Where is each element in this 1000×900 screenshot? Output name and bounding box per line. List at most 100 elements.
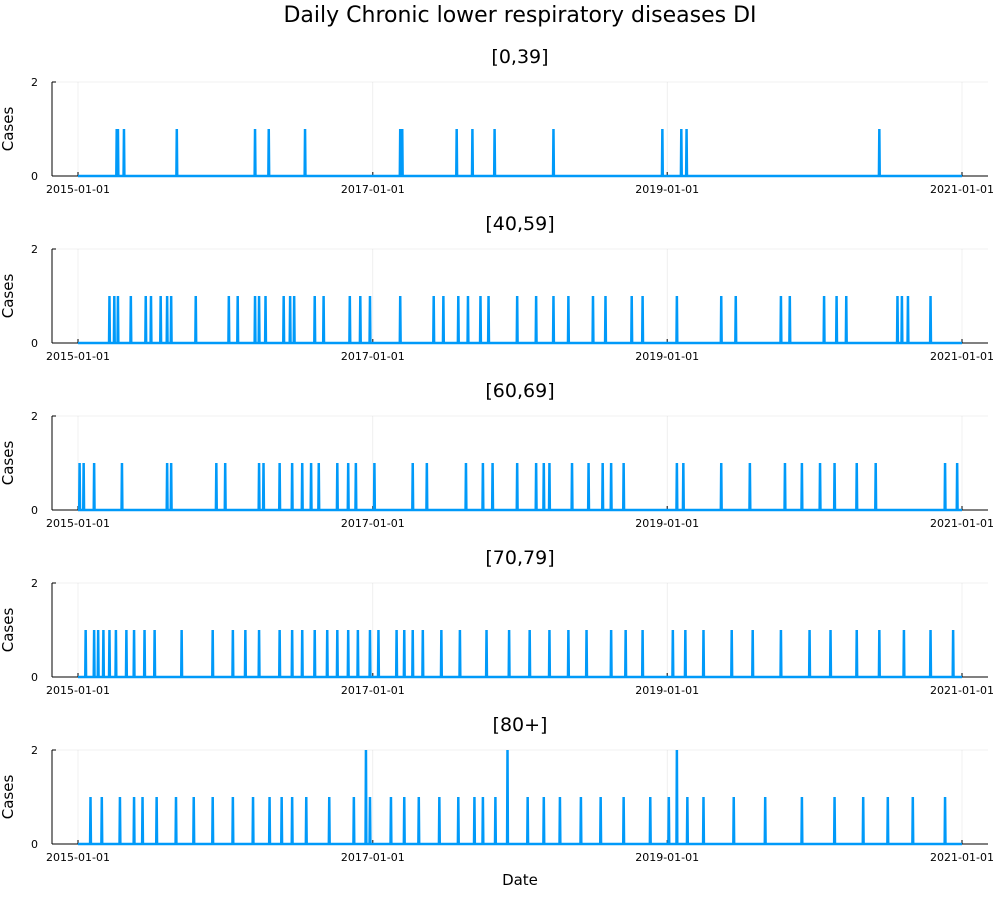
series-spike	[551, 128, 556, 177]
series-spike	[116, 128, 120, 177]
x-tick-label: 2015-01-01	[46, 684, 110, 697]
x-tick-label: 2021-01-01	[930, 350, 994, 363]
series-spike	[667, 796, 671, 845]
series-spike	[701, 796, 706, 845]
series-spike	[455, 128, 459, 177]
series-spike	[683, 629, 687, 678]
series-spike	[943, 796, 947, 845]
x-tick-label: 2021-01-01	[930, 684, 994, 697]
y-tick-label: 0	[31, 838, 38, 851]
series-spike	[684, 128, 689, 177]
series-spike	[313, 295, 317, 344]
series-spike	[481, 796, 485, 845]
y-axis-label: Cases	[0, 775, 17, 820]
series-spike	[566, 629, 571, 678]
series-spike	[368, 295, 372, 344]
series-spike	[267, 128, 271, 177]
panel-title: [70,79]	[485, 547, 554, 569]
x-tick-label: 2021-01-01	[930, 183, 994, 196]
series-spike	[402, 796, 406, 845]
series-spike	[681, 462, 685, 511]
y-tick-label: 0	[31, 504, 38, 517]
series-spike	[175, 128, 179, 177]
series-spike	[165, 462, 169, 511]
series-spike	[630, 295, 634, 344]
series-spike	[748, 462, 752, 511]
series-spike	[192, 796, 196, 845]
series-spike	[277, 462, 282, 511]
series-spike	[290, 796, 294, 845]
series-spike	[675, 462, 679, 511]
series-spike	[779, 629, 783, 678]
series-spike	[621, 796, 626, 845]
series-spike	[243, 629, 248, 678]
series-spike	[84, 629, 88, 678]
series-spike	[107, 295, 112, 344]
series-spike	[236, 295, 240, 344]
series-spike	[779, 295, 783, 344]
series-spike	[834, 295, 839, 344]
series-spike	[943, 462, 947, 511]
series-spike	[526, 796, 530, 845]
series-spike	[96, 629, 100, 678]
series-spike	[251, 796, 255, 845]
series-spike	[290, 629, 294, 678]
series-spike	[818, 462, 822, 511]
series-spike	[490, 462, 495, 511]
series-spike	[472, 796, 477, 845]
series-spike	[372, 462, 377, 511]
panel-title: [60,69]	[485, 380, 554, 402]
x-tick-label: 2019-01-01	[635, 517, 699, 530]
x-tick-label: 2017-01-01	[341, 851, 405, 864]
series-spike	[441, 295, 446, 344]
y-axis-label: Cases	[0, 274, 17, 319]
series-spike	[719, 295, 723, 344]
series-spike	[321, 295, 326, 344]
series-spike	[675, 749, 679, 845]
series-spike	[425, 462, 429, 511]
series-spike	[364, 749, 368, 845]
series-spike	[159, 295, 163, 344]
series-spike	[231, 796, 235, 845]
series-spike	[398, 128, 402, 177]
series-spike	[456, 796, 460, 845]
x-tick-label: 2019-01-01	[635, 851, 699, 864]
panel-title: [40,59]	[485, 213, 554, 235]
x-tick-label: 2015-01-01	[46, 350, 110, 363]
series-spike	[751, 629, 755, 678]
series-spike	[660, 128, 665, 177]
series-spike	[464, 462, 468, 511]
series-spike	[832, 796, 837, 845]
series-spike	[547, 462, 552, 511]
series-spike	[389, 796, 393, 845]
y-tick-label: 2	[31, 577, 38, 590]
series-spike	[211, 629, 215, 678]
series-spike	[400, 128, 404, 177]
series-spike	[346, 462, 350, 511]
series-spike	[309, 462, 313, 511]
y-tick-label: 2	[31, 744, 38, 757]
x-tick-label: 2017-01-01	[341, 183, 405, 196]
series-spike	[261, 462, 266, 511]
series-spike	[154, 796, 159, 845]
series-spike	[822, 295, 826, 344]
x-tick-label: 2015-01-01	[46, 517, 110, 530]
series-spike	[317, 462, 321, 511]
series-spike	[288, 295, 292, 344]
series-spike	[325, 629, 329, 678]
series-spike	[730, 629, 734, 678]
series-spike	[346, 629, 350, 678]
series-spike	[534, 462, 538, 511]
series-spike	[484, 629, 489, 678]
y-axis-label: Cases	[0, 608, 17, 653]
series-spike	[231, 629, 235, 678]
x-tick-label: 2015-01-01	[46, 851, 110, 864]
series-spike	[257, 462, 261, 511]
series-spike	[174, 796, 178, 845]
x-tick-label: 2019-01-01	[635, 183, 699, 196]
series-spike	[458, 629, 462, 678]
series-spike	[584, 629, 589, 678]
series-spike	[432, 295, 436, 344]
series-spike	[303, 128, 307, 177]
